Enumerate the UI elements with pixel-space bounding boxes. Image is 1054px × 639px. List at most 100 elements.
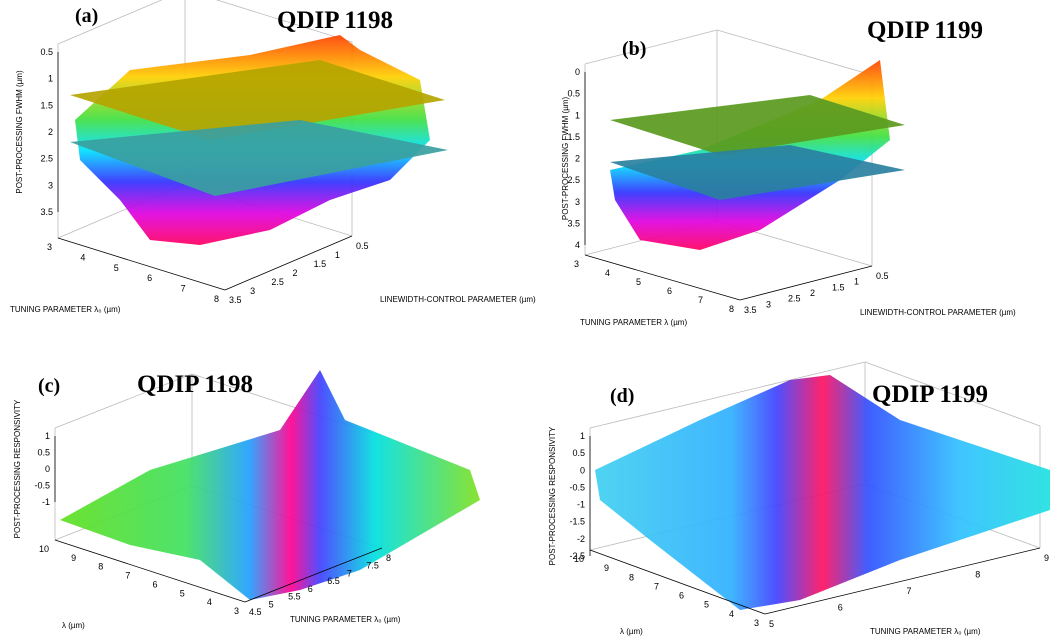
x-tick-label: 4 (80, 252, 85, 262)
z-tick-label: 1.5 (567, 132, 580, 142)
x-axis-label: λ (µm) (620, 627, 643, 636)
box-edge (54, 373, 193, 429)
y-tick-label: 0.5 (356, 241, 369, 251)
y-tick-label: 6 (308, 584, 313, 594)
y-tick-label: 7 (907, 586, 912, 596)
surface (595, 375, 1050, 610)
box-edge (716, 29, 873, 76)
surface (60, 370, 480, 600)
y-axis-label: LINEWIDTH-CONTROL PARAMETER (µm) (380, 295, 536, 304)
z-tick-label: 2.5 (567, 175, 580, 185)
z-tick-label: 2 (575, 154, 580, 164)
x-tick-label: 4 (729, 609, 734, 619)
y-tick-label: 2.5 (271, 277, 284, 287)
x-tick-label: 5 (180, 588, 185, 598)
panel-title: QDIP 1199 (872, 381, 988, 408)
z-axis-label: POST-PROCESSING RESPONSIVITY (548, 426, 557, 565)
z-tick-label: -1 (42, 497, 50, 507)
y-axis-label: TUNING PARAMETER λ₀ (µm) (870, 627, 981, 636)
panel-title: QDIP 1199 (867, 17, 983, 44)
x-tick-label: 7 (181, 284, 186, 294)
x-tick-label: 5 (636, 277, 641, 287)
panel: 0 0.5 1 1.5 2 2.5 3 3.5 4 3 4 5 6 7 8 3.5 3 2.5 2 1.5 1 0.5 (b… (561, 17, 1016, 327)
y-tick-label: 6 (838, 603, 843, 613)
axis (739, 265, 873, 301)
x-axis-label: TUNING PARAMETER λ₀ (µm) (10, 305, 121, 314)
z-tick-label: 0.5 (40, 47, 53, 57)
y-axis-label: TUNING PARAMETER λ₀ (µm) (290, 615, 401, 624)
y-tick-label: 3.5 (744, 305, 757, 315)
z-tick-label: 3 (575, 197, 580, 207)
x-tick-label: 7 (654, 581, 659, 591)
z-tick-label: 0.5 (567, 89, 580, 99)
x-tick-label: 8 (729, 304, 734, 314)
y-tick-label: 5 (769, 619, 774, 629)
z-tick-label: 3.5 (567, 218, 580, 228)
y-tick-label: 7 (347, 568, 352, 578)
y-tick-label: 5 (269, 599, 274, 609)
box-edge (215, 0, 353, 43)
z-tick-label: 0 (575, 67, 580, 77)
y-tick-label: 2.5 (788, 294, 801, 304)
x-tick-label: 9 (604, 563, 609, 573)
z-tick-label: 0 (580, 465, 585, 475)
x-tick-label: 6 (147, 273, 152, 283)
axis (589, 549, 766, 615)
x-axis-label: λ (µm) (62, 621, 85, 630)
y-tick-label: 3 (250, 286, 255, 296)
x-tick-label: 8 (214, 294, 219, 304)
y-tick-label: 1 (335, 250, 340, 260)
z-axis-label: POST-PROCESSING FWHM (µm) (561, 97, 570, 221)
y-tick-label: 5.5 (288, 592, 301, 602)
y-tick-label: 2 (810, 288, 815, 298)
z-tick-label: -0.5 (34, 481, 50, 491)
x-tick-label: 8 (98, 562, 103, 572)
axis (224, 235, 353, 291)
z-tick-label: 1 (575, 110, 580, 120)
y-tick-label: 2 (293, 268, 298, 278)
x-tick-label: 10 (574, 554, 584, 564)
z-tick-label: 0.5 (572, 448, 585, 458)
x-tick-label: 7 (698, 295, 703, 305)
x-tick-label: 3 (574, 259, 579, 269)
z-tick-label: -2.5 (569, 551, 585, 561)
z-axis-label: POST-PROCESSING FWHM (µm) (15, 70, 24, 194)
x-tick-label: 3 (234, 606, 239, 616)
z-tick-label: 3 (48, 180, 53, 190)
z-tick-label: 4 (575, 240, 580, 250)
y-tick-label: 3 (766, 299, 771, 309)
axis (244, 547, 383, 603)
panel-label: (c) (38, 375, 60, 397)
surface (610, 145, 905, 200)
box-edge (57, 0, 163, 45)
x-tick-label: 3 (754, 618, 759, 628)
y-tick-label: 7.5 (366, 561, 379, 571)
box-edge (589, 361, 866, 429)
box-edge (864, 361, 1041, 427)
x-tick-label: 4 (605, 268, 610, 278)
z-tick-label: 0 (45, 464, 50, 474)
x-tick-label: 5 (114, 263, 119, 273)
panel-title: QDIP 1198 (277, 7, 393, 34)
x-tick-label: 6 (679, 591, 684, 601)
panel-title: QDIP 1198 (137, 371, 253, 398)
x-tick-label: 6 (153, 579, 158, 589)
x-tick-label: 7 (125, 571, 130, 581)
z-tick-label: -1.5 (569, 517, 585, 527)
y-tick-label: 1 (854, 277, 859, 287)
y-tick-label: 9 (1044, 553, 1049, 563)
x-tick-label: 9 (71, 553, 76, 563)
z-tick-label: 2 (48, 127, 53, 137)
z-tick-label: -1 (577, 500, 585, 510)
x-tick-label: 5 (704, 600, 709, 610)
axis (57, 237, 226, 291)
z-tick-label: 2.5 (40, 154, 53, 164)
z-tick-label: 1 (580, 431, 585, 441)
panel: 1 0.5 0 -0.5 -1 10 9 8 7 6 5 4 3 4.5 5 5.5 6 6.5 7 7.5 8 (c) Q… (13, 370, 480, 630)
y-tick-label: 1.5 (314, 259, 327, 269)
y-tick-label: 0.5 (876, 271, 889, 281)
y-tick-label: 1.5 (832, 282, 845, 292)
y-tick-label: 8 (975, 570, 980, 580)
